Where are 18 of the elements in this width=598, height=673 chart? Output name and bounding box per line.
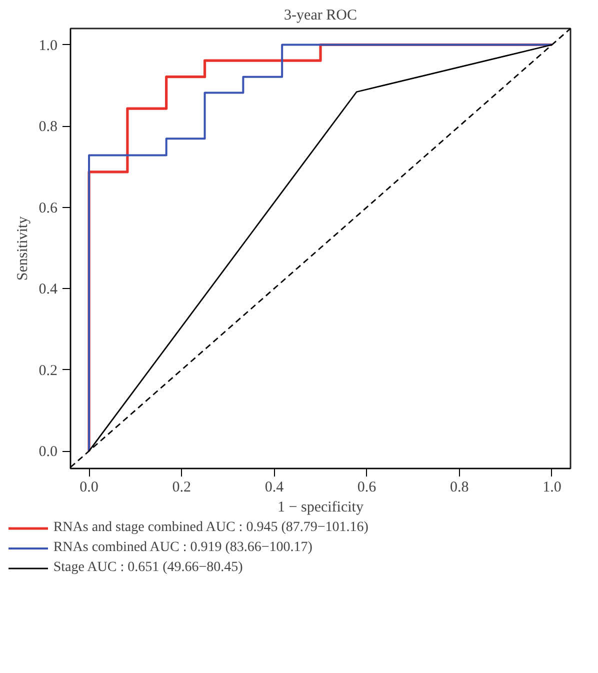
x-tick-label: 0.0 xyxy=(80,480,98,496)
x-tick-label: 0.2 xyxy=(172,480,191,496)
legend-label: RNAs combined AUC : 0.919 (83.66−100.17) xyxy=(53,540,312,556)
x-tick-label: 0.6 xyxy=(357,480,377,496)
legend-label: RNAs and stage combined AUC : 0.945 (87.79−101.16) xyxy=(53,520,368,536)
legend-label: Stage AUC : 0.651 (49.66−80.45) xyxy=(53,560,243,576)
y-tick-label: 0.8 xyxy=(38,119,58,136)
y-axis-title: Sensitivity xyxy=(14,216,31,281)
y-tick-label: 0.6 xyxy=(38,200,58,216)
x-tick-label: 1.0 xyxy=(542,480,562,496)
y-tick-label: 0.4 xyxy=(38,282,58,298)
y-tick-label: 0.0 xyxy=(38,444,58,460)
y-tick-label: 1.0 xyxy=(38,38,58,54)
x-tick-label: 0.4 xyxy=(264,480,284,496)
y-tick-label: 0.2 xyxy=(38,362,58,379)
chart-title: 3-year ROC xyxy=(284,8,357,24)
x-tick-label: 0.8 xyxy=(450,480,469,496)
x-axis-title: 1 − specificity xyxy=(278,500,364,516)
